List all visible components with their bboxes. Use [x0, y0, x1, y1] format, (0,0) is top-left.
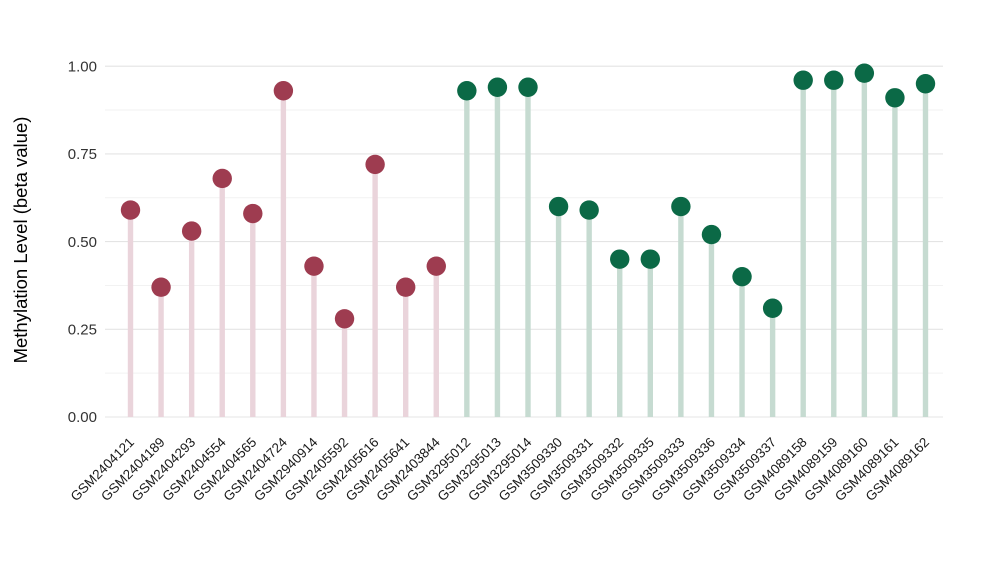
lollipop-dot — [701, 224, 722, 245]
lollipop-dot — [824, 70, 844, 90]
lollipop-dot — [243, 203, 263, 224]
y-axis-title: Methylation Level (beta value) — [10, 117, 31, 364]
y-tick-label: 0.50 — [68, 234, 97, 251]
lollipop-dot — [548, 196, 569, 217]
lollipop-dot — [640, 249, 661, 269]
y-tick-label: 0.00 — [68, 409, 97, 426]
lollipop-dot — [457, 81, 477, 101]
lollipop-dot — [579, 200, 599, 220]
lollipop-dot — [885, 88, 905, 108]
lollipop-dot — [732, 266, 752, 287]
lollipop-dot — [854, 63, 875, 83]
lollipop-dot — [120, 200, 141, 220]
lollipop-dot — [365, 154, 385, 175]
lollipop-dot — [793, 70, 813, 90]
stem-layer — [127, 73, 929, 417]
lollipop-dot — [151, 277, 171, 297]
y-tick-label: 1.00 — [68, 58, 97, 75]
lollipop-dot — [762, 298, 783, 318]
y-tick-label: 0.25 — [68, 322, 97, 339]
lollipop-dot — [487, 77, 508, 97]
lollipop-dot — [334, 309, 355, 329]
lollipop-dot — [426, 256, 446, 276]
lollipop-dot — [915, 74, 936, 94]
lollipop-dot — [181, 221, 202, 241]
lollipop-dot — [610, 249, 630, 269]
lollipop-dot — [273, 81, 294, 101]
grid-layer — [105, 65, 943, 418]
lollipop-dot — [212, 168, 232, 189]
lollipop-dot — [304, 256, 324, 276]
lollipop-dot — [671, 196, 691, 217]
lollipop-dot — [395, 277, 416, 297]
lollipop-dot — [518, 77, 538, 97]
dot-layer — [120, 63, 936, 329]
y-tick-label: 0.75 — [68, 146, 97, 163]
